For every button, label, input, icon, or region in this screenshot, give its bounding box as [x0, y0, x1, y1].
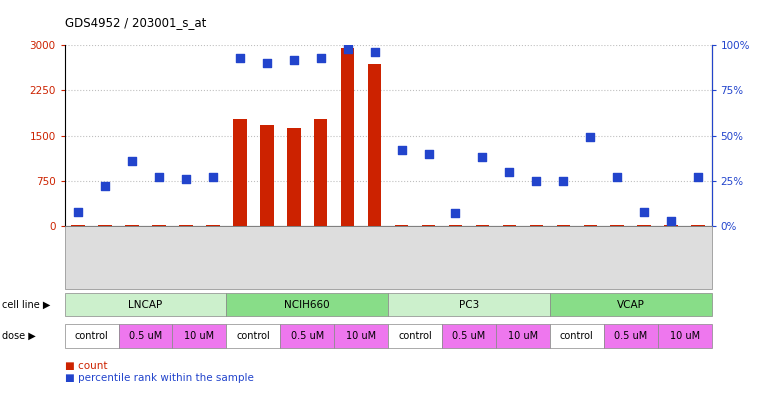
Text: 0.5 uM: 0.5 uM: [614, 331, 648, 341]
Bar: [449, 225, 462, 226]
Point: [126, 158, 139, 164]
Point: [261, 60, 273, 66]
Point: [422, 151, 435, 157]
Text: dose ▶: dose ▶: [2, 331, 35, 341]
Bar: [314, 119, 327, 226]
Text: 10 uM: 10 uM: [670, 331, 699, 341]
Text: control: control: [75, 331, 109, 341]
Text: 0.5 uM: 0.5 uM: [129, 331, 162, 341]
Point: [638, 208, 650, 215]
Text: PC3: PC3: [459, 299, 479, 310]
Point: [314, 55, 326, 61]
Text: VCAP: VCAP: [616, 299, 645, 310]
Text: LNCAP: LNCAP: [129, 299, 163, 310]
Text: 10 uM: 10 uM: [184, 331, 215, 341]
Point: [99, 183, 111, 189]
Bar: [287, 129, 301, 226]
Point: [153, 174, 165, 180]
Text: 10 uM: 10 uM: [508, 331, 538, 341]
Point: [207, 174, 219, 180]
Point: [503, 169, 515, 175]
Point: [476, 154, 489, 160]
Text: ■ count: ■ count: [65, 362, 107, 371]
Text: 10 uM: 10 uM: [346, 331, 376, 341]
Text: GDS4952 / 203001_s_at: GDS4952 / 203001_s_at: [65, 16, 206, 29]
Text: ■ percentile rank within the sample: ■ percentile rank within the sample: [65, 373, 253, 383]
Bar: [260, 125, 273, 226]
Point: [72, 208, 84, 215]
Point: [368, 49, 380, 55]
Text: control: control: [398, 331, 432, 341]
Point: [530, 178, 543, 184]
Text: control: control: [560, 331, 594, 341]
Point: [611, 174, 623, 180]
Point: [288, 57, 300, 63]
Point: [234, 55, 246, 61]
Bar: [368, 64, 381, 226]
Point: [557, 178, 569, 184]
Point: [584, 134, 597, 141]
Text: NCIH660: NCIH660: [285, 299, 330, 310]
Text: 0.5 uM: 0.5 uM: [452, 331, 486, 341]
Point: [692, 174, 704, 180]
Text: 0.5 uM: 0.5 uM: [291, 331, 324, 341]
Bar: [233, 119, 247, 226]
Point: [396, 147, 408, 153]
Text: control: control: [237, 331, 270, 341]
Text: cell line ▶: cell line ▶: [2, 299, 50, 310]
Point: [342, 46, 354, 52]
Point: [180, 176, 192, 182]
Bar: [341, 48, 355, 226]
Point: [665, 217, 677, 224]
Point: [450, 210, 462, 217]
